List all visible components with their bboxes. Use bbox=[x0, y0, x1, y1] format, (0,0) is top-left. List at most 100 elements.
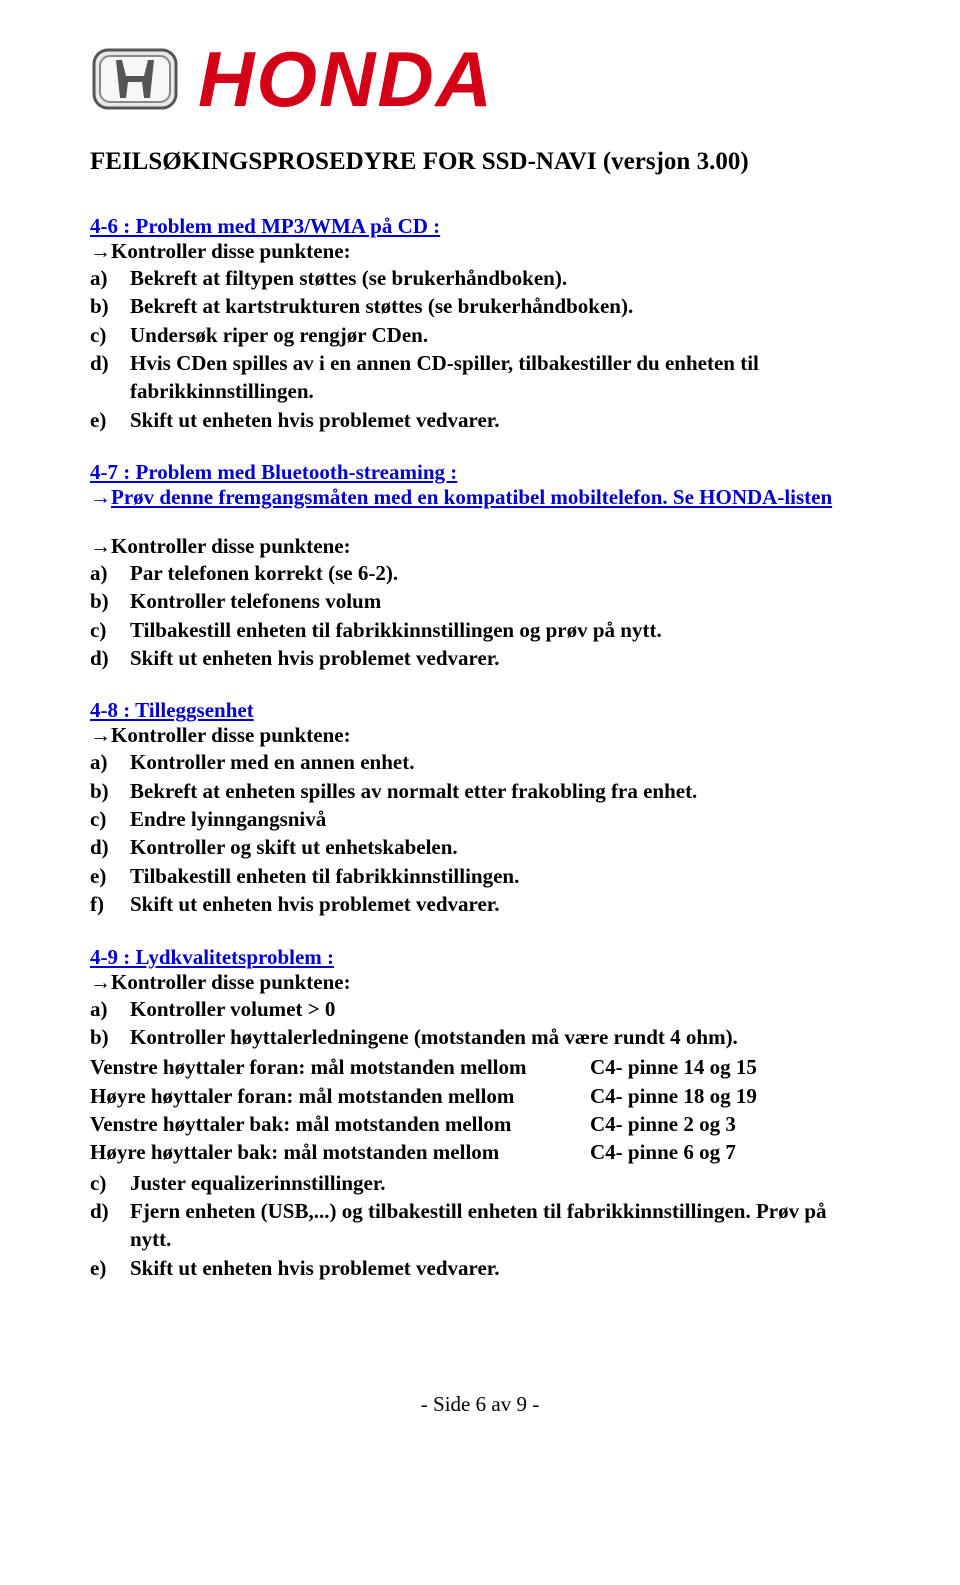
list-item: c)Tilbakestill enheten til fabrikkinnsti… bbox=[90, 616, 870, 644]
arrow-right-icon: → bbox=[90, 240, 111, 263]
list-marker: f) bbox=[90, 890, 130, 918]
list-marker: e) bbox=[90, 406, 130, 434]
table-row: Venstre høyttaler foran: mål motstanden … bbox=[90, 1053, 870, 1081]
list-item: f)Skift ut enheten hvis problemet vedvar… bbox=[90, 890, 870, 918]
instruction-text: Prøv denne fremgangsmåten med en kompati… bbox=[111, 485, 832, 509]
instruction-text: Kontroller disse punktene: bbox=[111, 723, 351, 747]
section-heading: 4-9 : Lydkvalitetsproblem : bbox=[90, 945, 870, 970]
list-text: Par telefonen korrekt (se 6-2). bbox=[130, 559, 870, 587]
speaker-label: Venstre høyttaler foran: mål motstanden … bbox=[90, 1053, 590, 1081]
list-item: a)Par telefonen korrekt (se 6-2). bbox=[90, 559, 870, 587]
section-4-7: 4-7 : Problem med Bluetooth-streaming : … bbox=[90, 460, 870, 672]
list-marker: c) bbox=[90, 805, 130, 833]
section-4-9: 4-9 : Lydkvalitetsproblem : →Kontroller … bbox=[90, 945, 870, 1282]
arrow-instruction: →Kontroller disse punktene: bbox=[90, 239, 870, 264]
list-marker: e) bbox=[90, 862, 130, 890]
checklist: a)Par telefonen korrekt (se 6-2). b)Kont… bbox=[90, 559, 870, 672]
arrow-right-icon: → bbox=[90, 535, 111, 558]
list-text: Bekreft at kartstrukturen støttes (se br… bbox=[130, 292, 870, 320]
list-marker: a) bbox=[90, 748, 130, 776]
list-item: d)Hvis CDen spilles av i en annen CD-spi… bbox=[90, 349, 870, 406]
table-row: Venstre høyttaler bak: mål motstanden me… bbox=[90, 1110, 870, 1138]
list-item: b)Kontroller høyttalerledningene (motsta… bbox=[90, 1023, 870, 1051]
instruction-text: Kontroller disse punktene: bbox=[111, 970, 351, 994]
list-text: Kontroller med en annen enhet. bbox=[130, 748, 870, 776]
document-title: FEILSØKINGSPROSEDYRE FOR SSD-NAVI (versj… bbox=[90, 148, 870, 176]
list-text: Hvis CDen spilles av i en annen CD-spill… bbox=[130, 349, 870, 406]
list-text: Skift ut enheten hvis problemet vedvarer… bbox=[130, 1254, 870, 1282]
list-text: Skift ut enheten hvis problemet vedvarer… bbox=[130, 890, 870, 918]
checklist: c)Juster equalizerinnstillinger. d)Fjern… bbox=[90, 1169, 870, 1282]
list-item: b)Bekreft at kartstrukturen støttes (se … bbox=[90, 292, 870, 320]
list-marker: d) bbox=[90, 644, 130, 672]
brand-wordmark: HONDA bbox=[198, 40, 494, 118]
list-text: Fjern enheten (USB,...) og tilbakestill … bbox=[130, 1197, 870, 1254]
list-text: Skift ut enheten hvis problemet vedvarer… bbox=[130, 644, 870, 672]
arrow-right-icon: → bbox=[90, 486, 111, 509]
speaker-pins: C4- pinne 6 og 7 bbox=[590, 1138, 736, 1166]
arrow-instruction: →Kontroller disse punktene: bbox=[90, 970, 870, 995]
speaker-table: Venstre høyttaler foran: mål motstanden … bbox=[90, 1053, 870, 1166]
section-heading: 4-6 : Problem med MP3/WMA på CD : bbox=[90, 214, 870, 239]
arrow-right-icon: → bbox=[90, 724, 111, 747]
section-heading: 4-8 : Tilleggsenhet bbox=[90, 698, 870, 723]
section-4-6: 4-6 : Problem med MP3/WMA på CD : →Kontr… bbox=[90, 214, 870, 434]
list-marker: c) bbox=[90, 321, 130, 349]
list-item: b)Bekreft at enheten spilles av normalt … bbox=[90, 777, 870, 805]
list-marker: d) bbox=[90, 1197, 130, 1254]
list-marker: a) bbox=[90, 559, 130, 587]
brand-header: HONDA bbox=[90, 40, 870, 118]
list-text: Bekreft at filtypen støttes (se brukerhå… bbox=[130, 264, 870, 292]
speaker-label: Høyre høyttaler bak: mål motstanden mell… bbox=[90, 1138, 590, 1166]
list-text: Kontroller telefonens volum bbox=[130, 587, 870, 615]
list-text: Kontroller volumet > 0 bbox=[130, 995, 870, 1023]
list-text: Endre lyinngangsnivå bbox=[130, 805, 870, 833]
document-page: HONDA FEILSØKINGSPROSEDYRE FOR SSD-NAVI … bbox=[0, 0, 960, 1437]
arrow-instruction-highlight: →Prøv denne fremgangsmåten med en kompat… bbox=[90, 485, 870, 510]
list-item: d)Kontroller og skift ut enhetskabelen. bbox=[90, 833, 870, 861]
instruction-text: Kontroller disse punktene: bbox=[111, 534, 351, 558]
list-marker: c) bbox=[90, 1169, 130, 1197]
list-marker: c) bbox=[90, 616, 130, 644]
arrow-right-icon: → bbox=[90, 971, 111, 994]
list-item: e)Skift ut enheten hvis problemet vedvar… bbox=[90, 1254, 870, 1282]
speaker-label: Høyre høyttaler foran: mål motstanden me… bbox=[90, 1082, 590, 1110]
checklist: a)Kontroller med en annen enhet. b)Bekre… bbox=[90, 748, 870, 918]
list-marker: b) bbox=[90, 1023, 130, 1051]
list-text: Skift ut enheten hvis problemet vedvarer… bbox=[130, 406, 870, 434]
list-item: b)Kontroller telefonens volum bbox=[90, 587, 870, 615]
honda-emblem-icon bbox=[90, 42, 180, 116]
list-marker: a) bbox=[90, 264, 130, 292]
speaker-pins: C4- pinne 14 og 15 bbox=[590, 1053, 757, 1081]
list-text: Kontroller høyttalerledningene (motstand… bbox=[130, 1023, 870, 1051]
list-text: Juster equalizerinnstillinger. bbox=[130, 1169, 870, 1197]
list-marker: d) bbox=[90, 349, 130, 406]
spacer bbox=[90, 510, 870, 534]
table-row: Høyre høyttaler foran: mål motstanden me… bbox=[90, 1082, 870, 1110]
page-footer: - Side 6 av 9 - bbox=[90, 1392, 870, 1417]
section-heading: 4-7 : Problem med Bluetooth-streaming : bbox=[90, 460, 870, 485]
list-item: d)Skift ut enheten hvis problemet vedvar… bbox=[90, 644, 870, 672]
list-marker: b) bbox=[90, 292, 130, 320]
list-item: d)Fjern enheten (USB,...) og tilbakestil… bbox=[90, 1197, 870, 1254]
list-text: Kontroller og skift ut enhetskabelen. bbox=[130, 833, 870, 861]
list-text: Tilbakestill enheten til fabrikkinnstill… bbox=[130, 616, 870, 644]
arrow-instruction: →Kontroller disse punktene: bbox=[90, 534, 870, 559]
list-marker: b) bbox=[90, 777, 130, 805]
list-marker: b) bbox=[90, 587, 130, 615]
speaker-pins: C4- pinne 2 og 3 bbox=[590, 1110, 736, 1138]
list-item: a)Kontroller volumet > 0 bbox=[90, 995, 870, 1023]
list-item: e)Tilbakestill enheten til fabrikkinnsti… bbox=[90, 862, 870, 890]
list-text: Undersøk riper og rengjør CDen. bbox=[130, 321, 870, 349]
list-item: c)Juster equalizerinnstillinger. bbox=[90, 1169, 870, 1197]
list-text: Tilbakestill enheten til fabrikkinnstill… bbox=[130, 862, 870, 890]
speaker-label: Venstre høyttaler bak: mål motstanden me… bbox=[90, 1110, 590, 1138]
list-item: a)Kontroller med en annen enhet. bbox=[90, 748, 870, 776]
list-marker: d) bbox=[90, 833, 130, 861]
table-row: Høyre høyttaler bak: mål motstanden mell… bbox=[90, 1138, 870, 1166]
arrow-instruction: →Kontroller disse punktene: bbox=[90, 723, 870, 748]
section-4-8: 4-8 : Tilleggsenhet →Kontroller disse pu… bbox=[90, 698, 870, 918]
checklist: a)Kontroller volumet > 0 b)Kontroller hø… bbox=[90, 995, 870, 1052]
list-item: c)Endre lyinngangsnivå bbox=[90, 805, 870, 833]
instruction-text: Kontroller disse punktene: bbox=[111, 239, 351, 263]
